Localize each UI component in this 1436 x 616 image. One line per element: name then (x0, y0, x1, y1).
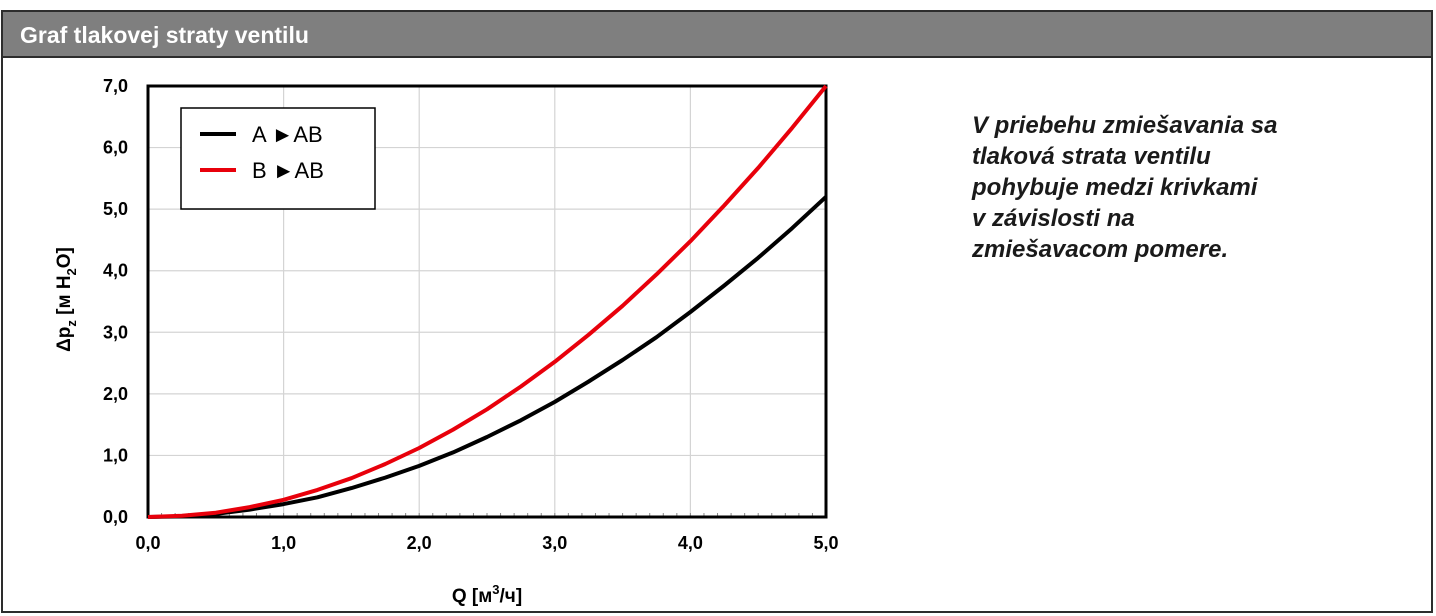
axes (146, 84, 828, 519)
y-tick-label: 6,0 (103, 138, 128, 158)
plot-area-frame (146, 84, 828, 519)
x-axis-label-sup: 3 (492, 582, 499, 597)
x-tick-label: 4,0 (678, 533, 703, 553)
series-line-1 (147, 195, 828, 519)
note-line-3: pohybuje medzi krivkami (972, 174, 1258, 201)
x-tick-label: 5,0 (813, 533, 838, 553)
series-line-2 (147, 84, 828, 519)
legend: A ►AB B ►AB (180, 107, 376, 210)
legend-label-2: B ►AB (252, 158, 324, 183)
legend-label-1: A ►AB (252, 122, 323, 147)
y-axis-label-sub2: 2 (64, 268, 79, 275)
tick-labels: 0,0 1,0 2,0 3,0 4,0 5,0 0,0 1,0 2,0 3,0 4,0 5,0 6,0 7… (103, 76, 839, 553)
y-axis-label-sub1: z (64, 320, 79, 327)
x-axis-label-main: Q [м (452, 586, 492, 607)
x-tick-label: 3,0 (542, 533, 567, 553)
panel-title: Graf tlakovej straty ventilu (20, 22, 309, 48)
note-line-5: zmiešavacom pomere. (972, 236, 1229, 263)
x-axis-label-tail: /ч] (500, 586, 523, 607)
note-line-4: v závislosti na (972, 205, 1135, 232)
y-tick-label: 4,0 (103, 261, 128, 281)
grid-lines (147, 86, 827, 517)
y-axis-label-mid: [м H (54, 275, 75, 320)
note-line-1: V priebehu zmiešavania sa (972, 112, 1278, 139)
y-tick-label: 5,0 (103, 199, 128, 219)
x-axis-label: Q [м3/ч] (452, 582, 522, 607)
x-tick-label: 0,0 (135, 533, 160, 553)
x-tick-label: 1,0 (271, 533, 296, 553)
panel-header: Graf tlakovej straty ventilu (3, 12, 1431, 58)
series-lines (147, 84, 828, 519)
legend-box (180, 107, 376, 210)
note-line-2: tlaková strata ventilu (972, 143, 1211, 170)
y-axis-label-tail: O] (54, 247, 75, 268)
y-axis-label: Δpz [м H2O] (54, 247, 79, 352)
y-tick-label: 2,0 (103, 384, 128, 404)
x-tick-label: 2,0 (407, 533, 432, 553)
y-axis-label-main: Δp (54, 327, 75, 352)
explanation-note: V priebehu zmiešavania sa tlaková strata… (972, 110, 1392, 265)
y-tick-label: 0,0 (103, 507, 128, 527)
y-tick-label: 7,0 (103, 76, 128, 96)
y-tick-label: 1,0 (103, 445, 128, 465)
y-tick-label: 3,0 (103, 322, 128, 342)
